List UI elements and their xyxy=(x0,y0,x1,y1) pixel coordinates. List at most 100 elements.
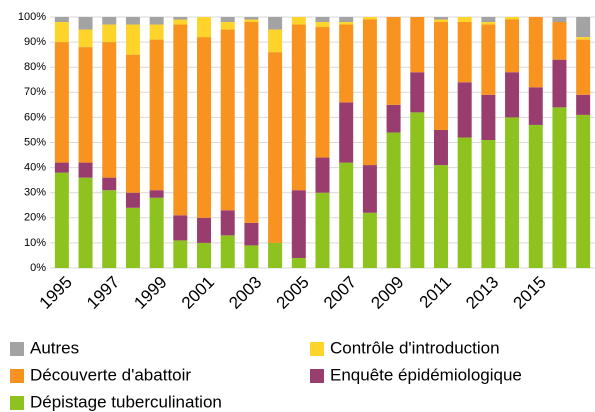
x-tick-label: 1995 xyxy=(36,273,76,313)
y-tick-label: 100% xyxy=(18,11,46,23)
bar-segment xyxy=(576,114,591,268)
bar-segment xyxy=(125,192,140,208)
bar-segment xyxy=(125,207,140,268)
legend-swatch xyxy=(310,342,324,356)
bar-segment xyxy=(173,24,188,216)
bar-segment xyxy=(552,59,567,108)
legend-label: Dépistage tuberculination xyxy=(30,392,222,411)
bar-segment xyxy=(244,245,259,268)
bar-segment xyxy=(410,72,425,113)
bar-segment xyxy=(291,257,306,268)
bar-segment xyxy=(54,42,69,163)
bar-segment xyxy=(197,242,212,268)
bar-segment xyxy=(102,177,117,191)
bar-segment xyxy=(220,17,235,23)
bar-segment xyxy=(268,242,283,268)
bar-segment xyxy=(78,29,93,48)
bar-segment xyxy=(78,177,93,268)
bar-segment xyxy=(102,17,117,25)
bar-segment xyxy=(576,37,591,40)
x-tick-label: 2013 xyxy=(462,273,502,313)
bar-segment xyxy=(244,222,259,246)
x-tick-label: 1999 xyxy=(130,273,170,313)
bar-segment xyxy=(244,19,259,23)
x-tick-label: 1997 xyxy=(83,273,123,313)
x-tick-label: 2007 xyxy=(320,273,360,313)
bar-segment xyxy=(197,17,212,38)
y-tick-label: 90% xyxy=(24,36,46,48)
legend-label: Autres xyxy=(30,338,79,357)
bar-segment xyxy=(505,17,520,20)
bar-segment xyxy=(576,17,591,38)
y-tick-label: 70% xyxy=(24,86,46,98)
legend-label: Contrôle d'introduction xyxy=(330,338,500,357)
bar-segment xyxy=(576,94,591,115)
bar-segment xyxy=(78,162,93,178)
bar-segment xyxy=(505,19,520,73)
bar-segment xyxy=(54,17,69,23)
y-tick-label: 60% xyxy=(24,111,46,123)
bar-segment xyxy=(102,42,117,178)
y-tick-label: 20% xyxy=(24,212,46,224)
bar-segment xyxy=(386,17,401,105)
bar-segment xyxy=(457,22,472,83)
bar-segment xyxy=(362,17,377,20)
bar-segment xyxy=(54,22,69,43)
bar-segment xyxy=(149,39,164,191)
bar-segment xyxy=(552,22,567,60)
y-tick-label: 10% xyxy=(24,237,46,249)
bar-segment xyxy=(433,17,448,20)
bar-segment xyxy=(173,215,188,241)
bar-segment xyxy=(576,39,591,95)
bar-segment xyxy=(339,17,354,23)
legend-swatch xyxy=(10,396,24,410)
bar-segment xyxy=(552,17,567,23)
bar-segment xyxy=(315,27,330,158)
bar-segment xyxy=(315,157,330,193)
bar-segment xyxy=(149,17,164,25)
bar-segment xyxy=(268,17,283,30)
bar-segment xyxy=(481,139,496,268)
bar-segment xyxy=(386,132,401,268)
bar-segment xyxy=(197,37,212,218)
bar-segment xyxy=(244,17,259,20)
bar-segment xyxy=(315,22,330,28)
bar-segment xyxy=(433,165,448,268)
bar-segment xyxy=(552,107,567,268)
legend-swatch xyxy=(310,369,324,383)
bar-segment xyxy=(362,19,377,166)
bar-segment xyxy=(291,24,306,191)
bar-segment xyxy=(220,29,235,211)
bar-segment xyxy=(220,235,235,268)
bar-segment xyxy=(125,24,140,55)
bar-segment xyxy=(315,17,330,23)
x-tick-label: 2015 xyxy=(510,273,550,313)
bar-segment xyxy=(457,82,472,138)
bar-segment xyxy=(220,22,235,30)
bar-segment xyxy=(78,17,93,30)
x-tick-label: 2003 xyxy=(225,273,265,313)
bar-segment xyxy=(125,54,140,193)
bar-segment xyxy=(339,162,354,268)
bar-segment xyxy=(528,124,543,269)
bar-segment xyxy=(268,29,283,53)
bar-segment xyxy=(197,217,212,243)
bar-segment xyxy=(457,17,472,23)
legend-label: Enquête épidémiologique xyxy=(330,365,522,384)
bar-segment xyxy=(54,162,69,173)
bar-segment xyxy=(54,172,69,268)
bar-segment xyxy=(362,165,377,213)
bar-segment xyxy=(410,17,425,73)
bar-segment xyxy=(173,17,188,20)
bar-segment xyxy=(102,24,117,43)
bar-segment xyxy=(339,102,354,163)
bar-segment xyxy=(457,137,472,268)
y-tick-label: 80% xyxy=(24,61,46,73)
y-tick-label: 30% xyxy=(24,187,46,199)
bar-segment xyxy=(362,212,377,268)
bar-segment xyxy=(291,17,306,25)
bar-segment xyxy=(291,190,306,258)
bar-segment xyxy=(505,72,520,118)
bar-segment xyxy=(481,94,496,140)
bar-segment xyxy=(433,129,448,166)
